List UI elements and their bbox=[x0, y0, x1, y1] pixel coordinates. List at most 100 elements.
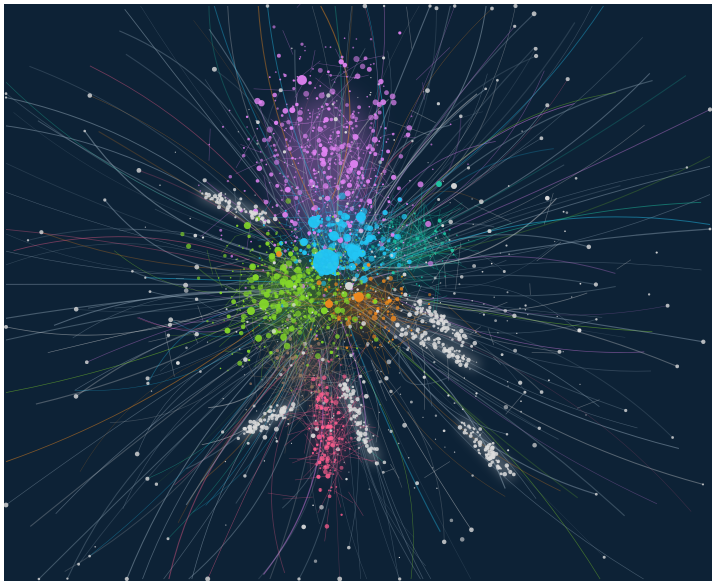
top-cluster-node bbox=[430, 143, 433, 146]
top-cluster-node bbox=[349, 180, 352, 182]
cluster-edge bbox=[315, 124, 317, 153]
cluster-edge bbox=[400, 241, 403, 265]
bottom-cluster-node bbox=[324, 524, 330, 529]
cluster-edge bbox=[225, 270, 255, 306]
periphery-cluster-node bbox=[571, 296, 573, 298]
bottom-cluster-node bbox=[316, 434, 322, 440]
top-cluster-node bbox=[357, 111, 360, 114]
periphery-cluster-node bbox=[489, 449, 492, 452]
graph-edge bbox=[365, 88, 487, 237]
top-cluster-node bbox=[339, 109, 342, 112]
top-cluster-node bbox=[318, 92, 325, 99]
periphery-cluster-node bbox=[413, 487, 416, 489]
left-cluster-node bbox=[279, 278, 287, 286]
periphery-cluster-node bbox=[473, 440, 477, 444]
cluster-edge bbox=[287, 367, 298, 387]
graph-canvas[interactable] bbox=[4, 4, 712, 581]
periphery-cluster-node bbox=[468, 239, 470, 241]
cluster-edge bbox=[355, 238, 365, 243]
periphery-cluster-node bbox=[469, 431, 473, 435]
cluster-edge bbox=[336, 200, 369, 203]
top-cluster-node bbox=[378, 140, 381, 143]
periphery-cluster-node bbox=[313, 374, 315, 376]
brown-cluster-node bbox=[294, 321, 298, 325]
top-cluster-node bbox=[355, 195, 359, 199]
periphery-cluster-node bbox=[375, 297, 377, 299]
leaf-node bbox=[512, 313, 517, 318]
leaf-node bbox=[362, 4, 368, 9]
periphery-cluster-node bbox=[378, 160, 383, 164]
periphery-cluster-node bbox=[472, 427, 476, 431]
cluster-edge bbox=[413, 224, 442, 253]
bottom-cluster-node bbox=[330, 486, 333, 489]
periphery-cluster-node bbox=[527, 313, 529, 316]
cluster-edge bbox=[384, 272, 393, 282]
top-cluster-node bbox=[273, 214, 277, 217]
periphery-cluster-node bbox=[579, 383, 581, 386]
top-cluster-node bbox=[377, 83, 380, 86]
bottom-cluster-node bbox=[323, 406, 328, 411]
top-cluster-node bbox=[284, 178, 289, 184]
left-cluster-node bbox=[238, 244, 241, 247]
cluster-edge bbox=[256, 385, 291, 393]
bottom-cluster-node bbox=[340, 513, 343, 516]
top-cluster-node bbox=[330, 152, 333, 156]
cluster-edge bbox=[417, 276, 441, 295]
top-cluster-node bbox=[329, 74, 333, 77]
left-cluster-node bbox=[311, 257, 313, 260]
top-cluster-node bbox=[352, 134, 355, 136]
cluster-edge bbox=[360, 313, 389, 328]
periphery-cluster-node bbox=[319, 505, 324, 510]
cluster-edge bbox=[322, 420, 325, 447]
top-cluster-node bbox=[356, 269, 359, 272]
left-cluster-node bbox=[247, 234, 251, 239]
brown-cluster-node bbox=[329, 397, 333, 401]
top-cluster-node bbox=[219, 228, 223, 232]
left-cluster-node bbox=[297, 287, 305, 295]
cluster-edge bbox=[251, 317, 256, 343]
left-cluster-node bbox=[280, 302, 282, 305]
small-cluster-hub-node bbox=[276, 251, 282, 257]
cluster-edge bbox=[294, 201, 304, 242]
bottom-cluster-node bbox=[342, 374, 347, 379]
top-cluster-node bbox=[373, 183, 377, 187]
periphery-cluster-node bbox=[430, 319, 435, 324]
cluster-edge bbox=[392, 258, 410, 265]
bottom-cluster-node bbox=[329, 489, 332, 492]
periphery-cluster-node bbox=[479, 452, 482, 455]
top-cluster-node bbox=[363, 56, 368, 61]
periphery-cluster-node bbox=[474, 395, 477, 398]
cluster-edge bbox=[313, 341, 336, 368]
cluster-edge bbox=[291, 378, 322, 381]
periphery-cluster-node bbox=[261, 210, 265, 214]
cluster-edge bbox=[377, 293, 394, 326]
network-graph[interactable] bbox=[4, 4, 712, 581]
cluster-edge bbox=[478, 301, 508, 315]
periphery-cluster-node bbox=[292, 303, 296, 307]
cluster-edge bbox=[297, 417, 323, 436]
left-cluster-node bbox=[293, 274, 301, 281]
left-cluster-node bbox=[275, 311, 279, 315]
top-cluster-node bbox=[333, 81, 336, 83]
periphery-cluster-node bbox=[478, 427, 482, 431]
left-cluster-node bbox=[301, 324, 304, 327]
top-cluster-node bbox=[292, 87, 296, 91]
cluster-edge bbox=[531, 352, 558, 354]
cluster-edge bbox=[263, 321, 288, 362]
cluster-edge bbox=[304, 384, 345, 387]
top-cluster-node bbox=[285, 103, 288, 106]
periphery-cluster-node bbox=[447, 322, 452, 327]
periphery-cluster-node bbox=[264, 425, 269, 431]
graph-edge bbox=[373, 197, 558, 269]
top-cluster-node bbox=[294, 239, 297, 243]
small-cluster-node bbox=[391, 338, 394, 341]
top-cluster-node bbox=[390, 174, 397, 180]
cluster-edge bbox=[252, 318, 284, 327]
leaf-node bbox=[565, 77, 570, 82]
core-cluster-node bbox=[368, 255, 375, 262]
cluster-edge bbox=[349, 269, 354, 278]
top-cluster-node bbox=[346, 167, 353, 174]
periphery-cluster-node bbox=[393, 288, 397, 292]
periphery-cluster-node bbox=[508, 253, 510, 255]
left-cluster-node bbox=[268, 313, 271, 315]
